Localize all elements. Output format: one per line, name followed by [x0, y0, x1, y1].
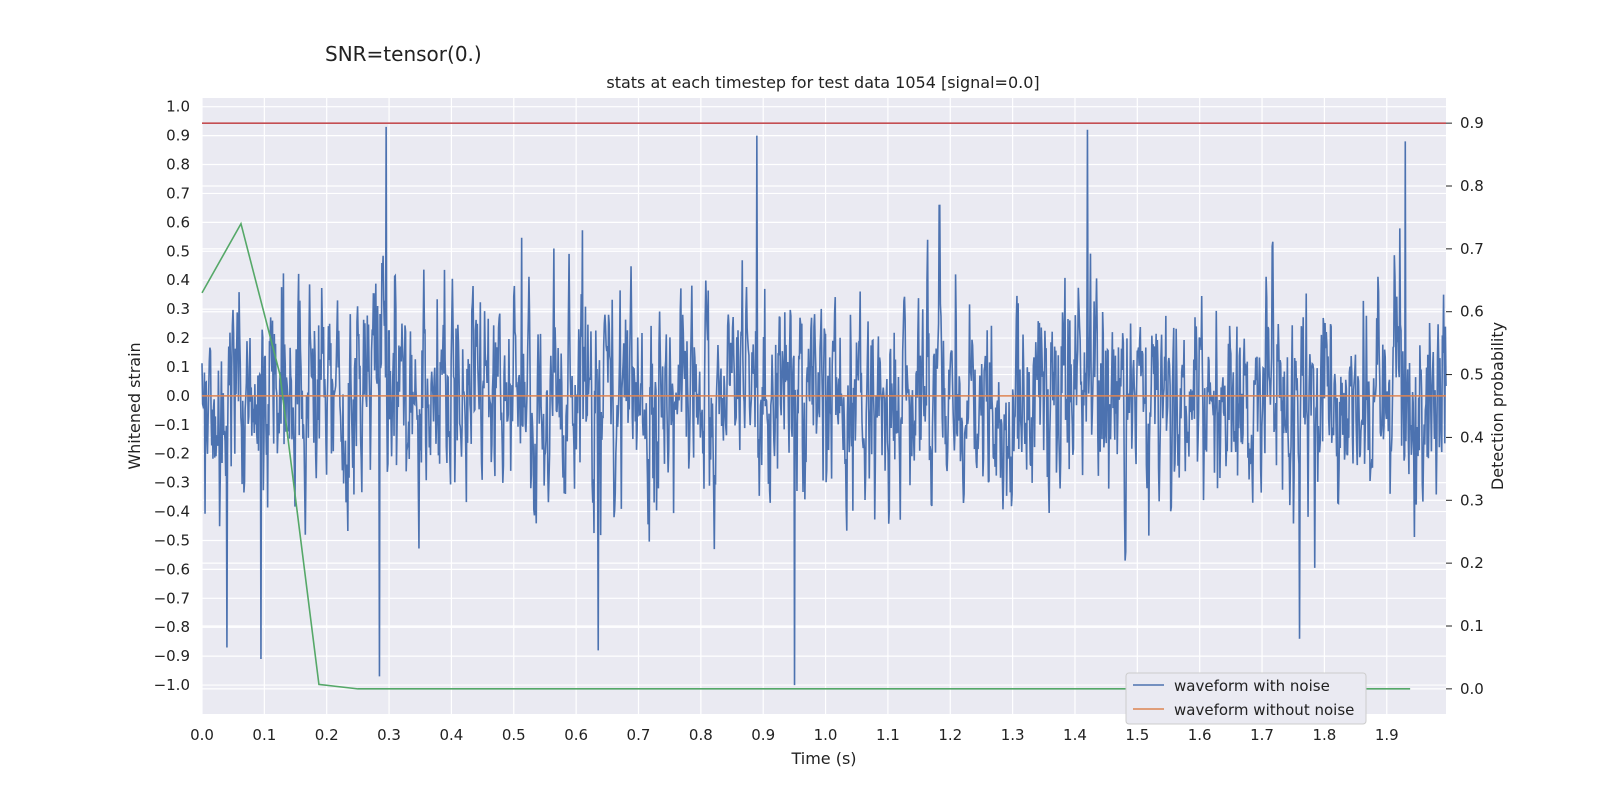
- y-tick-label: −0.7: [154, 589, 190, 607]
- y-tick-label: −0.4: [154, 503, 190, 521]
- y-tick-label: 0.9: [166, 127, 190, 145]
- chart-title: stats at each timestep for test data 105…: [606, 73, 1039, 92]
- legend: waveform with noise waveform without noi…: [1125, 672, 1367, 725]
- x-tick-label: 1.2: [938, 726, 962, 744]
- y2-tick-label: 0.0: [1460, 680, 1484, 698]
- y-tick-label: 0.2: [166, 329, 190, 347]
- y2-tick-label: 0.9: [1460, 114, 1484, 132]
- x-tick-label: 1.8: [1312, 726, 1336, 744]
- y-tick-label: 0.7: [166, 184, 190, 202]
- x-tick-label: 0.8: [689, 726, 713, 744]
- x-tick-label: 1.5: [1125, 726, 1149, 744]
- x-tick-label: 1.1: [876, 726, 900, 744]
- x-tick-label: 0.1: [252, 726, 276, 744]
- figure-suptitle: SNR=tensor(0.): [325, 42, 482, 66]
- x-tick-label: 1.3: [1001, 726, 1025, 744]
- y2-tick-label: 0.1: [1460, 617, 1484, 635]
- y-tick-label: −0.1: [154, 416, 190, 434]
- legend-label-noise: waveform with noise: [1174, 677, 1330, 695]
- y2-tick-label: 0.2: [1460, 554, 1484, 572]
- y2-tick-label: 0.6: [1460, 303, 1484, 321]
- y-tick-label: 1.0: [166, 98, 190, 116]
- x-tick-label: 1.0: [814, 726, 838, 744]
- y-tick-label: 0.0: [166, 387, 190, 405]
- y-tick-label: −0.3: [154, 474, 190, 492]
- y-tick-label: 0.5: [166, 242, 190, 260]
- x-tick-label: 1.4: [1063, 726, 1087, 744]
- y2-tick-label: 0.5: [1460, 366, 1484, 384]
- y2-tick-label: 0.3: [1460, 491, 1484, 509]
- x-axis-label: Time (s): [790, 749, 856, 768]
- x-tick-label: 1.9: [1375, 726, 1399, 744]
- y2-axis-label: Detection probability: [1488, 322, 1507, 490]
- legend-box: [1125, 672, 1367, 725]
- x-tick-label: 0.2: [315, 726, 339, 744]
- y-tick-label: 0.1: [166, 358, 190, 376]
- y2-tick-label: 0.7: [1460, 240, 1484, 258]
- y-tick-label: −0.6: [154, 560, 190, 578]
- x-tick-label: 0.7: [627, 726, 651, 744]
- y-tick-label: 0.4: [166, 271, 190, 289]
- y-tick-label: −1.0: [154, 676, 190, 694]
- y-tick-label: −0.5: [154, 531, 190, 549]
- y-tick-label: −0.2: [154, 445, 190, 463]
- y2-tick-label: 0.4: [1460, 428, 1484, 446]
- y-tick-label: −0.8: [154, 618, 190, 636]
- x-tick-label: 0.0: [190, 726, 214, 744]
- y-tick-label: −0.9: [154, 647, 190, 665]
- x-tick-label: 0.3: [377, 726, 401, 744]
- x-tick-label: 1.6: [1188, 726, 1212, 744]
- y-tick-label: 0.3: [166, 300, 190, 318]
- y-tick-label: 0.8: [166, 156, 190, 174]
- y-tick-label: 0.6: [166, 213, 190, 231]
- y2-tick-label: 0.8: [1460, 177, 1484, 195]
- x-tick-label: 0.4: [439, 726, 463, 744]
- x-tick-label: 1.7: [1250, 726, 1274, 744]
- x-tick-label: 0.9: [751, 726, 775, 744]
- ticks: 0.0 0.1 0.2 0.3 0.4 0.5 0.6 0.7 0.8 0.9 1.0 1.1 1.2 1…: [154, 98, 1484, 744]
- x-tick-label: 0.5: [502, 726, 526, 744]
- x-tick-label: 0.6: [564, 726, 588, 744]
- legend-label-clean: waveform without noise: [1174, 701, 1354, 719]
- y-axis-label: Whitened strain: [125, 342, 144, 469]
- series-line-waveform-with-noise: [201, 126, 1447, 686]
